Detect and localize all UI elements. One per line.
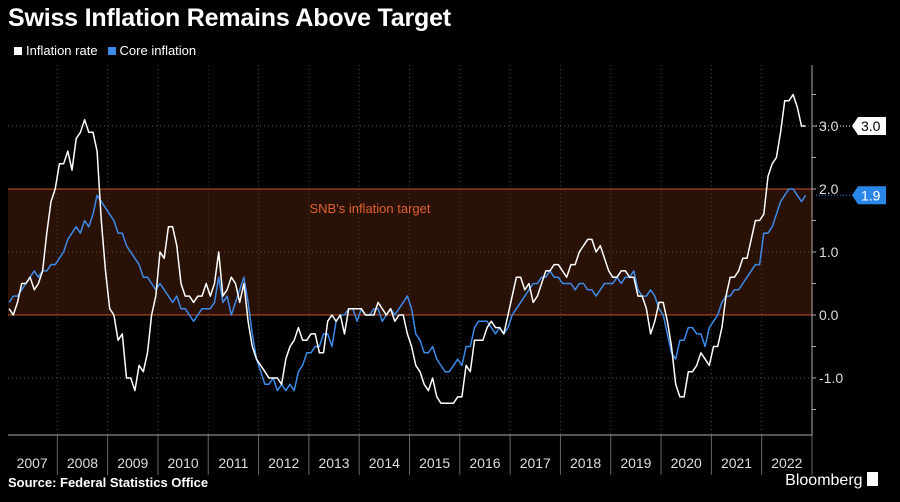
legend-swatch-inflation [14, 46, 22, 55]
x-tick-label: 2021 [721, 455, 752, 471]
x-tick-label: 2018 [570, 455, 601, 471]
x-tick-label: 2017 [520, 455, 551, 471]
tag-shape [852, 186, 886, 205]
x-tick-label: 2019 [620, 455, 651, 471]
legend-swatch-core [107, 46, 116, 55]
x-tick-label: 2011 [218, 455, 248, 471]
source-note: Source: Federal Statistics Office [8, 475, 209, 490]
bloomberg-logo: Bloomberg [785, 472, 878, 490]
tag-label: 3.0 [861, 118, 881, 134]
x-tick-label: 2020 [671, 455, 702, 471]
y-tick-label: -1.0 [819, 370, 843, 386]
legend-label: Core inflation [119, 43, 197, 58]
x-tick-label: 2009 [117, 455, 148, 471]
tag-shape [852, 117, 886, 135]
legend-label: Inflation rate [26, 43, 98, 58]
x-tick-label: 2012 [268, 455, 299, 471]
y-tick-label: 0.0 [819, 307, 839, 323]
x-tick-label: 2015 [419, 455, 450, 471]
brand-text: Bloomberg [785, 472, 863, 489]
x-tick-label: 2007 [17, 455, 48, 471]
legend-item-core: Core inflation [107, 43, 197, 58]
legend: Inflation rate Core inflation [14, 43, 196, 58]
x-tick-label: 2014 [369, 455, 400, 471]
last-value-tag-core: 1.9 [816, 186, 886, 205]
inflation-rate-line [8, 93, 806, 404]
x-tick-label: 2013 [318, 455, 349, 471]
band-label: SNB's inflation target [310, 201, 431, 216]
legend-item-inflation: Inflation rate [14, 43, 98, 58]
x-tick-label: 2008 [67, 455, 98, 471]
tag-label: 1.9 [861, 187, 881, 203]
x-tick-label: 2010 [168, 455, 199, 471]
x-tick-label: 2022 [771, 455, 802, 471]
y-tick-label: 2.0 [819, 181, 839, 197]
bloomberg-icon [867, 472, 878, 486]
chart-title: Swiss Inflation Remains Above Target [8, 4, 451, 32]
last-value-tag-inflation: 3.0 [816, 117, 886, 135]
y-tick-label: 1.0 [819, 244, 839, 260]
x-tick-label: 2016 [469, 455, 500, 471]
